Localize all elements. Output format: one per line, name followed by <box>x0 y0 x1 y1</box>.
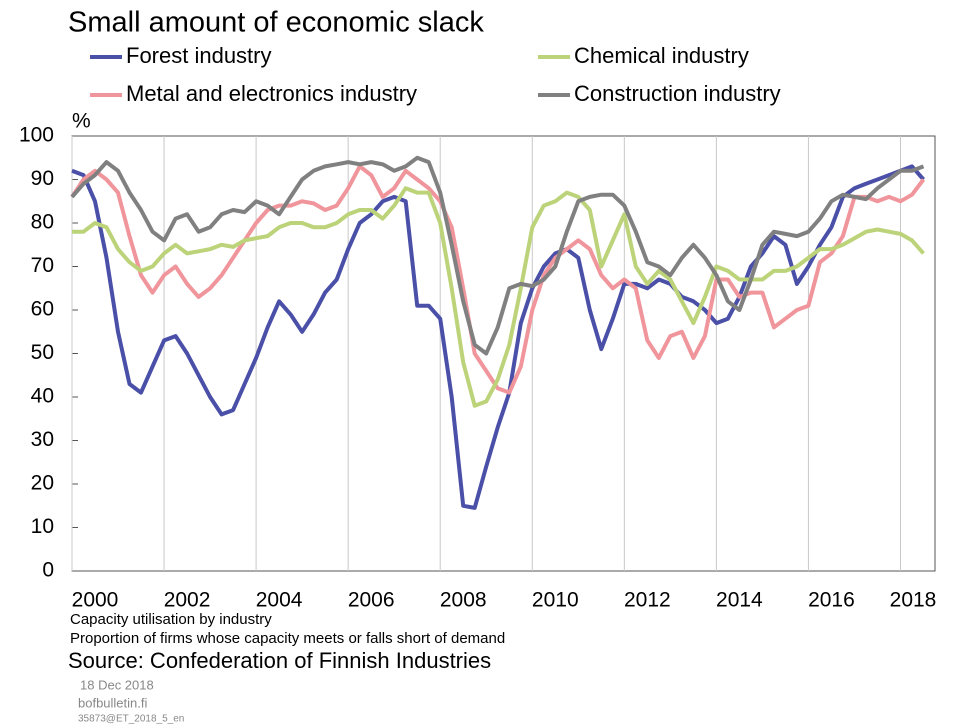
x-tick-label: 2010 <box>532 589 579 612</box>
y-tick-label: 60 <box>31 298 54 321</box>
y-unit: % <box>72 110 91 133</box>
y-tick-label: 40 <box>31 385 54 408</box>
x-tick-label: 2014 <box>716 589 763 612</box>
x-tick-label: 2000 <box>72 589 119 612</box>
y-tick-label: 20 <box>31 472 54 495</box>
code: 35873@ET_2018_5_en <box>78 714 184 725</box>
y-tick-label: 70 <box>31 254 54 277</box>
y-tick-label: 30 <box>31 428 54 451</box>
y-tick-label: 10 <box>31 515 54 538</box>
series-line <box>70 164 926 395</box>
site: bofbulletin.fi <box>78 695 147 710</box>
x-tick-label: 2018 <box>890 589 937 612</box>
series-line <box>71 164 926 510</box>
date: 18 Dec 2018 <box>80 677 154 692</box>
x-tick-label: 2004 <box>256 589 303 612</box>
y-tick-label: 50 <box>31 341 54 364</box>
y-tick-label: 0 <box>42 559 54 582</box>
subtitle: Capacity utilisation by industry <box>70 611 272 628</box>
x-tick-label: 2016 <box>808 589 855 612</box>
legend-label: Metal and electronics industry <box>126 81 417 106</box>
y-tick-label: 90 <box>31 167 54 190</box>
legend-label: Chemical industry <box>574 43 749 68</box>
legend-label: Construction industry <box>574 81 781 106</box>
x-tick-label: 2008 <box>440 589 487 612</box>
y-tick-label: 80 <box>31 211 54 234</box>
legend-label: Forest industry <box>126 43 272 68</box>
chart-title: Small amount of economic slack <box>68 7 484 39</box>
x-tick-label: 2002 <box>164 589 211 612</box>
series-line <box>72 186 925 408</box>
plot-frame <box>71 135 936 572</box>
x-tick-label: 2006 <box>348 589 395 612</box>
x-tick-label: 2012 <box>624 589 671 612</box>
y-tick-label: 100 <box>19 124 54 147</box>
series-line <box>70 155 925 356</box>
caption: Proportion of firms whose capacity meets… <box>70 630 505 647</box>
source: Source: Confederation of Finnish Industr… <box>68 648 491 673</box>
